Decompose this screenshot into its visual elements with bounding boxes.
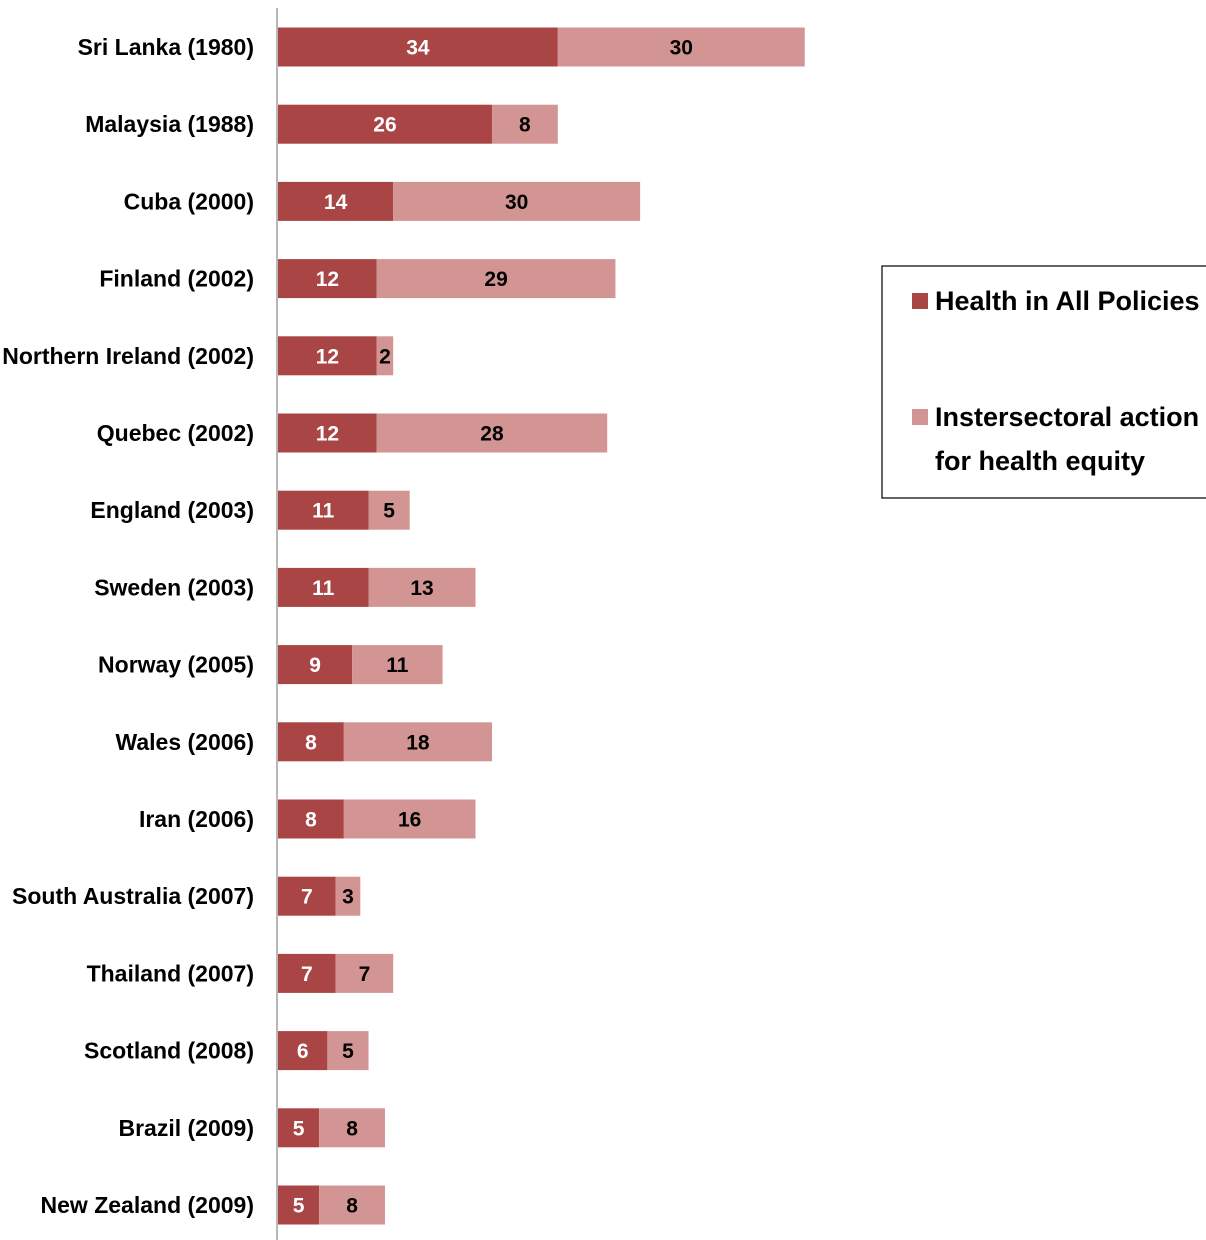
bar-intersectoral-action: [327, 1031, 369, 1071]
data-label: 18: [406, 731, 430, 754]
bar-health-in-all-policies: [278, 336, 377, 376]
data-label: 5: [293, 1195, 305, 1218]
bar-intersectoral-action: [376, 413, 608, 453]
data-label: 8: [346, 1195, 358, 1218]
bar-health-in-all-policies: [278, 413, 377, 453]
category-label: Iran (2006): [139, 806, 254, 832]
data-label: 3: [342, 886, 354, 909]
category-label: Wales (2006): [116, 729, 255, 755]
category-label: Malaysia (1988): [85, 111, 254, 137]
category-label: Finland (2002): [99, 266, 254, 292]
data-label: 14: [324, 191, 348, 214]
category-label: Northern Ireland (2002): [2, 343, 254, 369]
data-label: 5: [342, 1040, 354, 1063]
category-label: Thailand (2007): [87, 960, 254, 986]
data-label: 34: [406, 37, 430, 60]
category-label: Norway (2005): [98, 652, 254, 678]
data-label: 29: [484, 268, 507, 291]
data-label: 8: [346, 1117, 358, 1140]
data-label: 12: [316, 423, 339, 446]
category-label: South Australia (2007): [12, 883, 254, 909]
data-label: 12: [316, 345, 339, 368]
bar-health-in-all-policies: [278, 645, 353, 685]
bar-intersectoral-action: [343, 799, 476, 839]
bars-layer: 34 30 26 8 14 30 12 29 12 2 12 28 11 5 11 13 9 11 8 18 8 16 7 3…: [278, 27, 805, 1225]
data-label: 16: [398, 809, 421, 832]
data-label: 12: [316, 268, 339, 291]
bar-health-in-all-policies: [278, 104, 492, 144]
legend-label: for health equity: [935, 446, 1145, 476]
data-label: 11: [386, 654, 409, 677]
bar-intersectoral-action: [376, 259, 616, 299]
category-labels: Sri Lanka (1980) Malaysia (1988) Cuba (200…: [2, 34, 254, 1218]
category-label: Scotland (2008): [84, 1038, 254, 1064]
data-label: 30: [670, 37, 693, 60]
legend-label: Health in All Policies: [935, 286, 1200, 316]
category-label: Quebec (2002): [97, 420, 254, 446]
data-label: 6: [297, 1040, 309, 1063]
data-label: 2: [379, 345, 391, 368]
bar-health-in-all-policies: [278, 1185, 320, 1225]
bar-health-in-all-policies: [278, 27, 558, 67]
bar-health-in-all-policies: [278, 799, 344, 839]
bar-health-in-all-policies: [278, 1108, 320, 1148]
category-label: Sweden (2003): [94, 574, 254, 600]
legend-box: [881, 265, 1206, 499]
category-label: New Zealand (2009): [41, 1192, 254, 1218]
bar-health-in-all-policies: [278, 259, 377, 299]
category-label: Cuba (2000): [124, 188, 254, 214]
legend: Health in All Policies Instersectoral act…: [881, 265, 1206, 499]
data-label: 9: [309, 654, 321, 677]
bar-intersectoral-action: [319, 1185, 385, 1225]
bar-intersectoral-action: [376, 336, 394, 376]
bar-health-in-all-policies: [278, 181, 394, 221]
bar-intersectoral-action: [352, 645, 443, 685]
data-label: 8: [519, 114, 531, 137]
data-label: 5: [293, 1117, 305, 1140]
data-label: 7: [301, 963, 313, 986]
bar-health-in-all-policies: [278, 567, 369, 607]
legend-swatch: [912, 409, 928, 425]
data-label: 7: [359, 963, 371, 986]
bar-health-in-all-policies: [278, 490, 369, 530]
data-label: 11: [312, 577, 335, 600]
bar-health-in-all-policies: [278, 1031, 328, 1071]
data-label: 8: [305, 731, 317, 754]
legend-label: Instersectoral action: [935, 402, 1199, 432]
legend-swatch: [912, 293, 928, 309]
bar-health-in-all-policies: [278, 953, 336, 993]
bar-health-in-all-policies: [278, 876, 336, 916]
data-label: 7: [301, 886, 313, 909]
bar-intersectoral-action: [335, 953, 394, 993]
bar-intersectoral-action: [319, 1108, 385, 1148]
data-label: 28: [480, 423, 504, 446]
bar-intersectoral-action: [335, 876, 361, 916]
data-label: 30: [505, 191, 528, 214]
bar-intersectoral-action: [368, 567, 476, 607]
data-label: 8: [305, 809, 317, 832]
bar-intersectoral-action: [368, 490, 410, 530]
category-label: Sri Lanka (1980): [78, 34, 254, 60]
data-label: 11: [312, 500, 335, 523]
bar-intersectoral-action: [343, 722, 492, 762]
bar-intersectoral-action: [393, 181, 641, 221]
data-label: 5: [383, 500, 395, 523]
bar-intersectoral-action: [557, 27, 805, 67]
category-label: England (2003): [90, 497, 254, 523]
bar-intersectoral-action: [491, 104, 558, 144]
category-label: Brazil (2009): [118, 1115, 254, 1141]
data-label: 26: [373, 114, 396, 137]
bar-health-in-all-policies: [278, 722, 344, 762]
data-label: 13: [410, 577, 433, 600]
